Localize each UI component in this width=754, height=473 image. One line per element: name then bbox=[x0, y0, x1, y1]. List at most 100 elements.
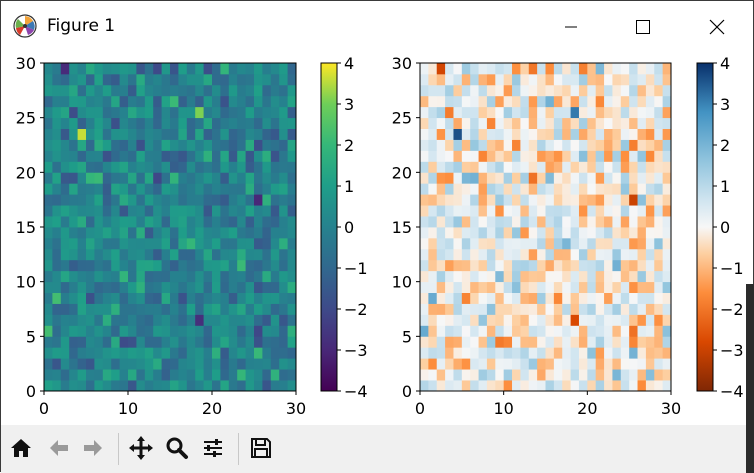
back-button[interactable] bbox=[43, 431, 75, 465]
heatmap-cell bbox=[136, 150, 146, 162]
heatmap-cell bbox=[537, 358, 546, 370]
heatmap-cell bbox=[545, 292, 555, 304]
heatmap-cell bbox=[287, 237, 297, 250]
heatmap-cell bbox=[60, 73, 70, 86]
heatmap-cell bbox=[44, 117, 53, 129]
pan-button[interactable] bbox=[125, 431, 157, 465]
heatmap-cell bbox=[52, 117, 62, 129]
heatmap-cell bbox=[69, 194, 78, 206]
heatmap-cell bbox=[495, 63, 505, 75]
heatmap-cell bbox=[470, 117, 479, 129]
close-button[interactable] bbox=[689, 1, 745, 53]
heatmap-cell bbox=[254, 183, 263, 195]
heatmap-cell bbox=[94, 259, 104, 272]
heatmap-cell bbox=[478, 248, 488, 261]
forward-button[interactable] bbox=[77, 431, 109, 465]
heatmap-cell bbox=[144, 259, 154, 272]
minimize-button[interactable] bbox=[543, 1, 599, 53]
heatmap-cell bbox=[52, 183, 62, 195]
heatmap-cell bbox=[562, 95, 571, 108]
heatmap-cell bbox=[287, 281, 297, 293]
heatmap-cell bbox=[270, 314, 280, 326]
heatmap-cell bbox=[620, 106, 630, 119]
heatmap-cell bbox=[503, 63, 513, 75]
heatmap-cell bbox=[528, 183, 538, 195]
heatmap-cell bbox=[212, 380, 221, 392]
heatmap-cell bbox=[420, 194, 429, 206]
heatmap-cell bbox=[254, 84, 263, 97]
title-bar[interactable]: Figure 1 bbox=[1, 1, 753, 53]
heatmap-cell bbox=[478, 73, 488, 86]
heatmap-cell bbox=[495, 73, 505, 86]
heatmap-cell bbox=[52, 84, 62, 97]
heatmap-cell bbox=[604, 161, 613, 173]
heatmap-cell bbox=[228, 73, 238, 86]
heatmap-cell bbox=[262, 150, 272, 162]
heatmap-cell bbox=[553, 270, 563, 283]
heatmap-cell bbox=[512, 237, 521, 250]
configure-subplots-button[interactable] bbox=[197, 431, 229, 465]
figure-canvas[interactable]: 0 10 20 30 0 5 10 15 20 25 30 4 3 2 1 0 −1 −2 −3 −4 0 10 20 30 0… bbox=[1, 53, 753, 425]
heatmap-cell bbox=[228, 63, 238, 75]
heatmap-cell bbox=[654, 194, 664, 206]
heatmap-cell bbox=[111, 172, 120, 184]
heatmap-cell bbox=[220, 117, 230, 129]
y-tick-label: 15 bbox=[392, 218, 412, 237]
heatmap-cell bbox=[237, 117, 246, 129]
heatmap-cell bbox=[503, 172, 513, 184]
heatmap-cell bbox=[604, 380, 613, 392]
heatmap-cell bbox=[620, 183, 630, 195]
heatmap-cell bbox=[620, 369, 630, 381]
colorbar-tick-label: −1 bbox=[720, 259, 744, 278]
heatmap-cell bbox=[428, 150, 438, 162]
heatmap-cell bbox=[178, 369, 188, 381]
heatmap-cell bbox=[520, 216, 530, 228]
heatmap-cell bbox=[503, 259, 513, 272]
heatmap-cell bbox=[60, 358, 70, 370]
heatmap-cell bbox=[161, 248, 171, 261]
heatmap-cell bbox=[128, 336, 137, 348]
heatmap-cell bbox=[654, 150, 664, 162]
home-button[interactable] bbox=[5, 431, 37, 465]
heatmap-cell bbox=[495, 216, 505, 228]
heatmap-cell bbox=[645, 183, 655, 195]
heatmap-cell bbox=[94, 227, 104, 239]
zoom-button[interactable] bbox=[161, 431, 193, 465]
heatmap-cell bbox=[254, 237, 263, 250]
heatmap-cell bbox=[453, 237, 463, 250]
heatmap-cell bbox=[153, 150, 162, 162]
heatmap-cell bbox=[262, 205, 272, 217]
heatmap-cell bbox=[262, 106, 272, 119]
heatmap-cell bbox=[136, 303, 146, 315]
heatmap-cell bbox=[186, 314, 196, 326]
heatmap-cell bbox=[254, 150, 263, 162]
heatmap-cell bbox=[270, 259, 280, 272]
heatmap-cell bbox=[578, 325, 588, 337]
heatmap-cell bbox=[86, 84, 95, 97]
heatmap-cell bbox=[228, 117, 238, 129]
heatmap-cell bbox=[578, 281, 588, 293]
heatmap-cell bbox=[420, 248, 429, 261]
heatmap-cell bbox=[136, 216, 146, 228]
heatmap-cell bbox=[254, 117, 263, 129]
heatmap-cell bbox=[270, 183, 280, 195]
heatmap-cell bbox=[461, 259, 471, 272]
save-button[interactable] bbox=[245, 431, 277, 465]
heatmap-cell bbox=[77, 369, 87, 381]
maximize-button[interactable] bbox=[615, 1, 671, 53]
heatmap-cell bbox=[254, 259, 263, 272]
heatmap-cell bbox=[287, 205, 297, 217]
heatmap-cell bbox=[629, 183, 638, 195]
heatmap-cell bbox=[629, 227, 638, 239]
heatmap-cell bbox=[637, 259, 647, 272]
heatmap-cell bbox=[161, 106, 171, 119]
heatmap-cell bbox=[520, 336, 530, 348]
heatmap-cell bbox=[461, 216, 471, 228]
heatmap-cell bbox=[553, 194, 563, 206]
heatmap-cell bbox=[245, 117, 255, 129]
heatmap-cell bbox=[453, 270, 463, 283]
heatmap-cell bbox=[445, 172, 454, 184]
heatmap-cell bbox=[136, 128, 146, 140]
heatmap-cell bbox=[570, 248, 580, 261]
heatmap-cell bbox=[587, 237, 597, 250]
